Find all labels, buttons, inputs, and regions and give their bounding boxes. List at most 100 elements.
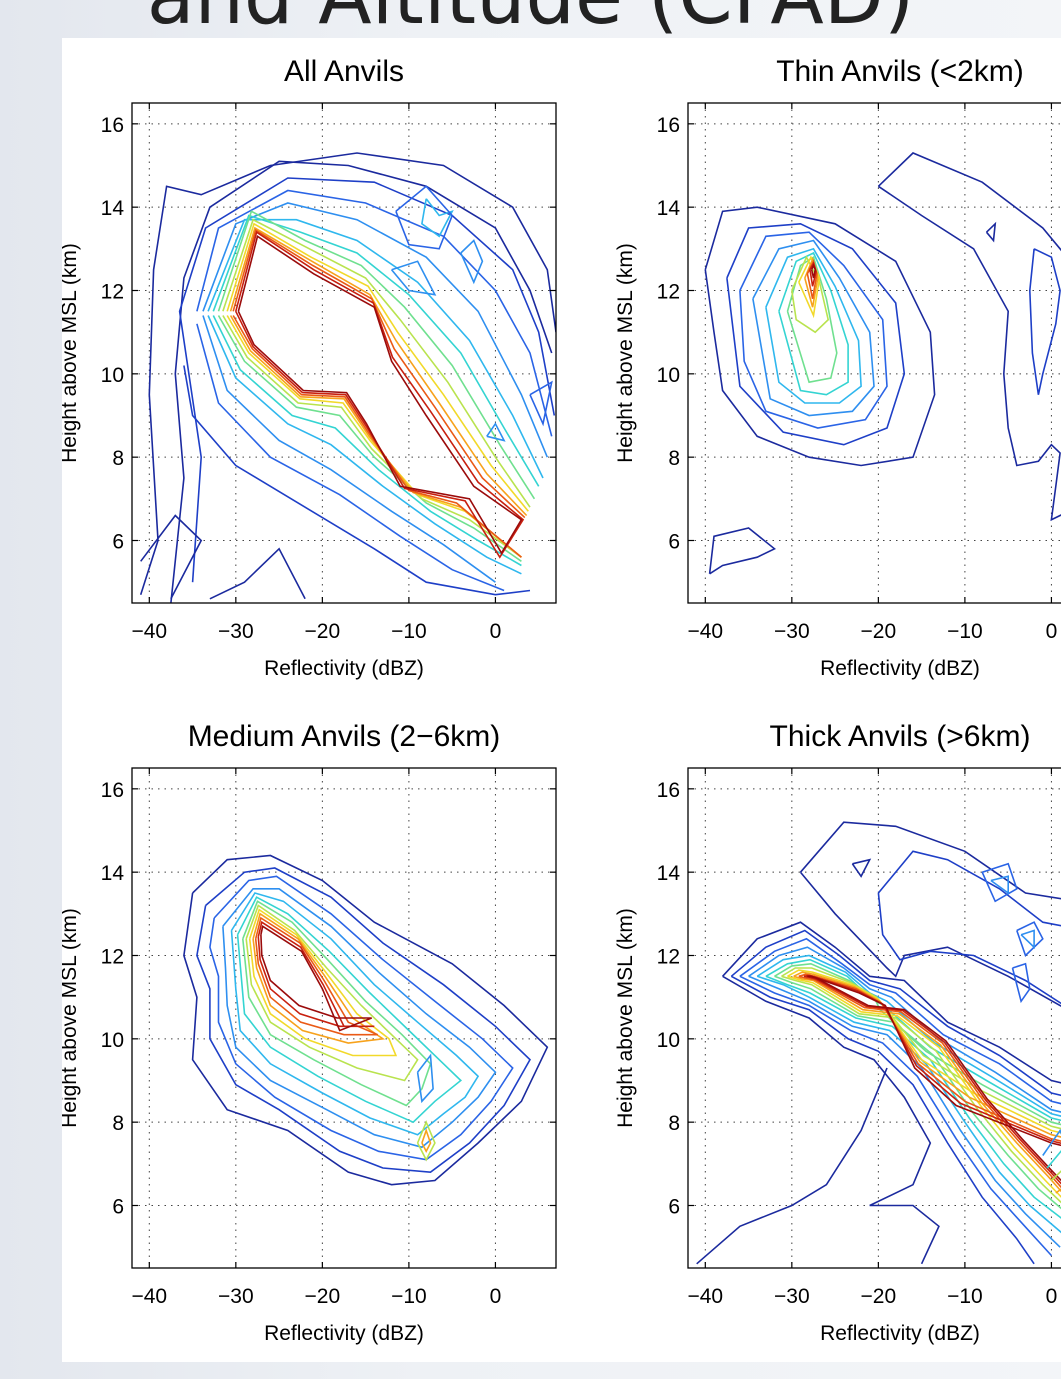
panel-thick-anvils-contour-line bbox=[799, 821, 1061, 900]
panel-thin-anvils-contour-line bbox=[778, 251, 849, 396]
panel-all-anvils-contour-line bbox=[196, 189, 553, 437]
panel-all-anvils-contour-line bbox=[460, 239, 484, 285]
panel-all-anvils-ytick-label: 12 bbox=[101, 281, 124, 304]
panel-thin-anvils-contour-line bbox=[809, 261, 817, 287]
panel-thin-anvils-ytick-label: 6 bbox=[668, 531, 680, 554]
panel-all-anvils-contour-line bbox=[222, 315, 522, 558]
panel-thick-anvils-contour-line bbox=[722, 975, 940, 1265]
panel-thin-anvils-ytick-label: 8 bbox=[668, 447, 680, 470]
panel-thick-anvils-xtick-label: −10 bbox=[947, 1285, 983, 1308]
panel-thin-anvils-title: Thin Anvils (<2km) bbox=[776, 55, 1024, 88]
panel-thick-anvils-axes-box bbox=[687, 767, 1061, 1269]
panel-medium-anvils-contour-line bbox=[222, 887, 497, 1149]
panel-thin-anvils-xtick-label: 0 bbox=[1046, 620, 1058, 643]
panel-all-anvils-axes-box bbox=[131, 102, 557, 604]
panel-all-anvils-contour-line bbox=[217, 210, 536, 500]
panel-all-anvils-xtick-label: −30 bbox=[218, 620, 254, 643]
panel-thin-anvils-contour-line bbox=[791, 255, 830, 334]
panel-thick-anvils-contour-line bbox=[739, 937, 1061, 1105]
panel-all-anvils-contour-line bbox=[232, 315, 522, 558]
panel-medium-anvils-xtick-label: −30 bbox=[218, 1285, 254, 1308]
panel-thick-anvils-xlabel: Reflectivity (dBZ) bbox=[820, 1322, 980, 1345]
panel-all-anvils-contour-line bbox=[229, 315, 522, 558]
panel-all-anvils-ylabel: Height above MSL (km) bbox=[62, 243, 81, 463]
panel-all-anvils-contour-line bbox=[229, 226, 528, 517]
panel-medium-anvils-contour-line bbox=[416, 1053, 434, 1104]
panel-thick-anvils-contour-line bbox=[793, 975, 1061, 1193]
panel-all-anvils-contour-line bbox=[202, 315, 496, 583]
panel-thin-anvils-contour-line bbox=[985, 221, 997, 243]
cfad-figure: −40 −30 −20 −10 0 6 8 10 12 14 16 Reflectivity (dBZ… bbox=[62, 55, 1061, 1345]
panel-thick-anvils-xtick-label: −20 bbox=[861, 1285, 897, 1308]
panel-thick-anvils-contour-line bbox=[748, 975, 1061, 1248]
panel-all-anvils-contour-line bbox=[395, 185, 454, 250]
panel-thick-anvils-xtick-label: −40 bbox=[687, 1285, 723, 1308]
panel-thin-anvils: −40 −30 −20 −10 0 6 8 10 12 14 16 Reflectivity (dBZ… bbox=[614, 55, 1061, 680]
panel-thin-anvils-contour-line bbox=[708, 527, 776, 575]
panel-all-anvils-ytick-label: 16 bbox=[101, 114, 124, 137]
panel-thick-anvils-contour-line bbox=[851, 858, 872, 878]
panel-all-anvils-contour-line bbox=[421, 198, 454, 238]
panel-medium-anvils-ytick-label: 16 bbox=[101, 779, 124, 802]
panel-medium-anvils-xtick-label: 0 bbox=[490, 1285, 502, 1308]
panel-thick-anvils-title: Thick Anvils (>6km) bbox=[770, 720, 1031, 753]
panel-thick-anvils-ytick-label: 12 bbox=[657, 946, 680, 969]
panel-all-anvils-title: All Anvils bbox=[284, 55, 404, 88]
panel-thick-anvils-contour-line bbox=[1016, 921, 1044, 957]
panel-all-anvils-contour-line bbox=[226, 315, 522, 558]
panel-thick-anvils-contour-line bbox=[696, 1067, 888, 1265]
panel-thick-anvils-ytick-label: 6 bbox=[668, 1196, 680, 1219]
panel-thick-anvils-contour-line bbox=[990, 875, 1010, 895]
panel-thick-anvils-contour-line bbox=[981, 862, 1018, 903]
panel-all-anvils-xtick-label: 0 bbox=[490, 620, 502, 643]
panel-thin-anvils-contour-line bbox=[877, 152, 1061, 252]
panel-thin-anvils-contour-line bbox=[804, 256, 819, 308]
panel-thin-anvils-xtick-label: −30 bbox=[774, 620, 810, 643]
panel-all-anvils-contour-line bbox=[178, 177, 556, 583]
panel-thin-anvils-ytick-label: 14 bbox=[657, 197, 681, 220]
figure-panel: −40 −30 −20 −10 0 6 8 10 12 14 16 Reflectivity (dBZ… bbox=[62, 38, 1061, 1362]
panel-all-anvils-ytick-label: 6 bbox=[112, 531, 124, 554]
panel-thick-anvils-contours bbox=[696, 821, 1061, 1265]
panel-thick-anvils-contour-line bbox=[807, 975, 1061, 1182]
panel-thin-anvils-contour-line bbox=[1028, 248, 1061, 395]
panel-medium-anvils-contour-line bbox=[230, 892, 480, 1136]
panel-thick-anvils-contour-line bbox=[787, 975, 1061, 1198]
panel-all-anvils-ytick-label: 10 bbox=[101, 364, 124, 387]
panel-thin-anvils-contours bbox=[704, 152, 1061, 575]
panel-thin-anvils-contour-line bbox=[704, 206, 936, 467]
panel-all-anvils-contour-line bbox=[217, 315, 522, 562]
panel-medium-anvils-xtick-label: −20 bbox=[305, 1285, 341, 1308]
panel-medium-anvils-axes-box bbox=[131, 767, 557, 1269]
panel-all-anvils-xtick-label: −10 bbox=[391, 620, 427, 643]
panel-thin-anvils-ytick-label: 10 bbox=[657, 364, 680, 387]
panel-medium-anvils-contour-line bbox=[242, 900, 432, 1107]
panel-thin-anvils-ytick-label: 12 bbox=[657, 281, 680, 304]
panel-all-anvils-ytick-label: 14 bbox=[101, 197, 125, 220]
panel-all-anvils-contour-line bbox=[212, 214, 540, 487]
panel-all-anvils-contour-line bbox=[486, 422, 506, 442]
panel-thick-anvils-contour-line bbox=[799, 871, 1061, 1008]
panel-thin-anvils-contour-line bbox=[877, 185, 1061, 522]
panel-medium-anvils-contour-line bbox=[236, 896, 463, 1124]
panel-medium-anvils-contour-line bbox=[196, 867, 532, 1174]
panel-thin-anvils-xtick-label: −40 bbox=[687, 620, 723, 643]
panel-thick-anvils-contour-line bbox=[793, 971, 1061, 1138]
panel-medium-anvils-title: Medium Anvils (2−6km) bbox=[188, 720, 501, 753]
panel-thick-anvils-contour-line bbox=[730, 975, 1035, 1265]
panel-medium-anvils-contour-line bbox=[260, 925, 372, 1032]
panel-all-anvils-xlabel: Reflectivity (dBZ) bbox=[264, 657, 424, 680]
panel-thick-anvils-contour-line bbox=[787, 969, 1061, 1134]
panel-thick-anvils-ytick-label: 10 bbox=[657, 1029, 680, 1052]
panel-thick-anvils-contour-line bbox=[1011, 962, 1031, 1004]
panel-all-anvils-contour-line bbox=[222, 218, 531, 508]
panel-thin-anvils-contour-line bbox=[726, 222, 906, 446]
panel-all-anvils-xtick-label: −40 bbox=[131, 620, 167, 643]
panel-thin-anvils-contour-line bbox=[752, 239, 875, 417]
panel-all-anvils-contour-line bbox=[212, 315, 522, 567]
panel-medium-anvils-contour-line bbox=[257, 920, 375, 1028]
panel-medium-anvils-ytick-label: 14 bbox=[101, 862, 125, 885]
panel-medium-anvils: −40 −30 −20 −10 0 6 8 10 12 14 16 Reflectivity (dBZ… bbox=[62, 720, 557, 1345]
panel-thick-anvils-contour-line bbox=[877, 850, 1061, 927]
panel-thick-anvils-contour-line bbox=[730, 929, 1061, 1097]
